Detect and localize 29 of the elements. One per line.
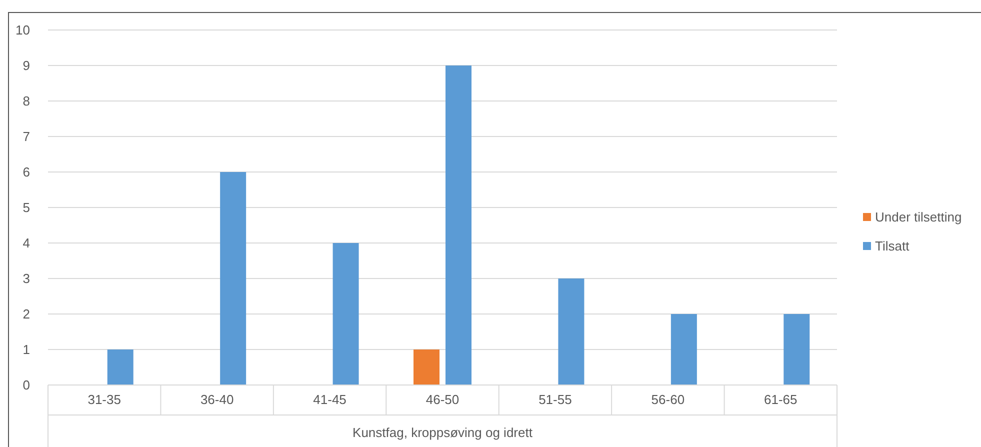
- y-tick-label: 2: [22, 306, 30, 322]
- x-tick-label: 41-45: [313, 392, 346, 407]
- y-tick-label: 6: [22, 164, 30, 180]
- legend-label: Under tilsetting: [875, 210, 962, 225]
- x-tick-label: 51-55: [538, 392, 572, 407]
- legend-label: Tilsatt: [875, 238, 910, 254]
- bar: [784, 314, 810, 385]
- bar: [670, 314, 697, 385]
- bar: [107, 350, 134, 385]
- bar: [446, 66, 472, 385]
- bar: [220, 172, 246, 385]
- x-tick-label: 36-40: [200, 392, 234, 407]
- y-tick-label: 3: [22, 271, 30, 286]
- x-tick-label: 46-50: [426, 392, 460, 407]
- bar: [558, 278, 584, 385]
- x-tick-label: 56-60: [651, 392, 685, 407]
- y-tick-label: 10: [16, 22, 30, 38]
- y-tick-label: 8: [22, 94, 30, 109]
- y-tick-label: 1: [22, 342, 30, 358]
- y-tick-label: 9: [22, 58, 30, 74]
- y-tick-label: 4: [22, 236, 30, 251]
- x-axis-title: Kunstfag, kroppsøving og idrett: [352, 425, 533, 440]
- x-tick-label: 31-35: [88, 392, 121, 407]
- y-tick-label: 0: [22, 378, 30, 393]
- bar: [414, 350, 440, 385]
- y-tick-label: 7: [22, 129, 30, 144]
- y-tick-label: 5: [22, 200, 30, 216]
- bar: [332, 243, 359, 385]
- x-tick-label: 61-65: [764, 392, 798, 407]
